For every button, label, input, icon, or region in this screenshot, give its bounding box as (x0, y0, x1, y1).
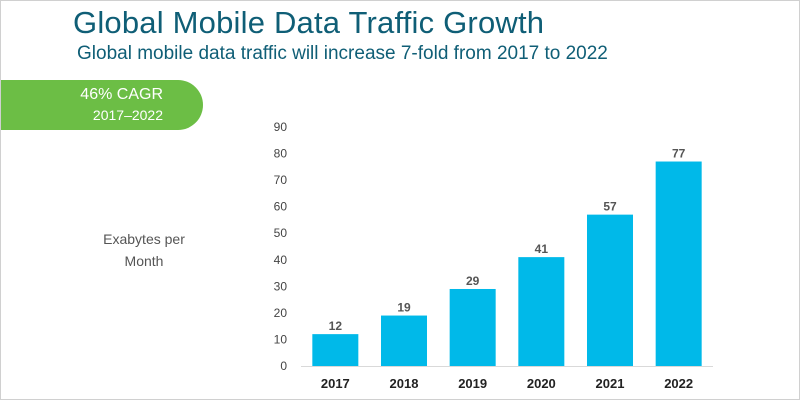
bar-2022 (655, 161, 702, 366)
x-tick-label-2021: 2021 (596, 376, 625, 391)
x-tick-label-2018: 2018 (390, 376, 419, 391)
bar-2018 (380, 315, 428, 366)
bar-2020 (518, 257, 565, 366)
y-tick-label: 80 (274, 147, 288, 161)
y-tick-label: 60 (274, 200, 288, 214)
page-title: Global Mobile Data Traffic Growth (73, 5, 545, 40)
x-tick-label-2020: 2020 (527, 376, 556, 391)
data-label-2022: 77 (672, 147, 686, 161)
bar-2017 (312, 334, 359, 366)
cagr-period: 2017–2022 (92, 107, 163, 123)
y-tick-label: 40 (274, 253, 288, 267)
y-tick-label: 70 (274, 173, 288, 187)
data-label-2019: 29 (466, 274, 480, 288)
data-label-2020: 41 (535, 242, 549, 256)
y-axis-label: Exabytes per Month (103, 231, 185, 269)
page-subtitle: Global mobile data traffic will increase… (77, 43, 608, 64)
y-tick-label: 90 (274, 120, 288, 134)
cagr-value: 46% CAGR (80, 86, 163, 103)
data-label-2018: 19 (397, 301, 411, 315)
x-tick-label-2019: 2019 (458, 376, 487, 391)
cagr-badge: 46% CAGR 2017–2022 (1, 80, 203, 130)
x-tick-label-2017: 2017 (321, 376, 350, 391)
data-label-2021: 57 (603, 200, 617, 214)
x-tick-label-2022: 2022 (664, 376, 693, 391)
y-tick-label: 30 (274, 279, 288, 293)
bar-2019 (449, 288, 496, 366)
data-label-2017: 12 (329, 319, 343, 333)
y-tick-label: 50 (274, 226, 288, 240)
y-tick-label: 20 (274, 306, 288, 320)
y-tick-label: 0 (280, 359, 287, 373)
bar-2021 (586, 214, 634, 366)
y-tick-label: 10 (274, 332, 288, 346)
